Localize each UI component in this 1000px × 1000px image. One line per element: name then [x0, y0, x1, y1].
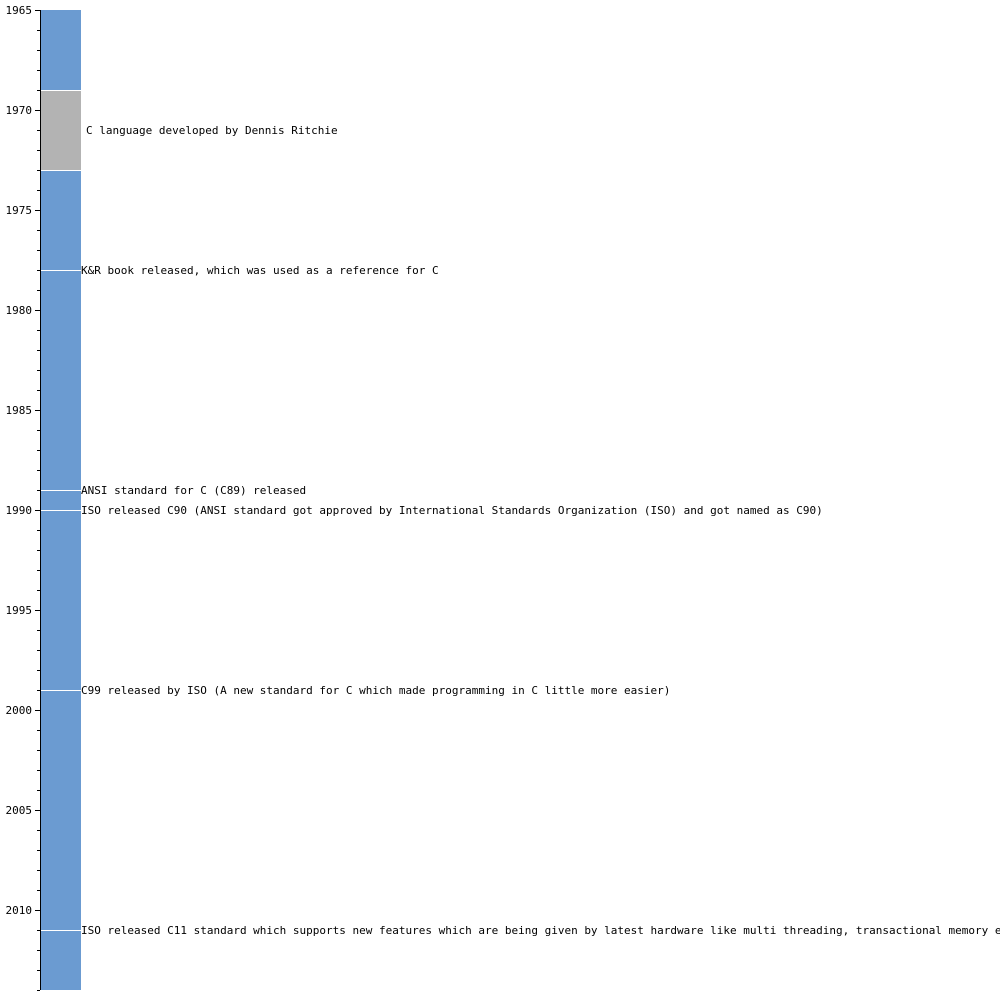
tick-label: 2010 [6, 904, 33, 917]
timeline-axis: 1965 1970 1975 1980 1985 1990 1995 2000 2005 2010 [6, 4, 41, 991]
period-block [41, 90, 81, 170]
tick-label: 1965 [6, 4, 33, 17]
tick-label: 1975 [6, 204, 33, 217]
tick-label: 1985 [6, 404, 33, 417]
event-label: ANSI standard for C (C89) released [81, 484, 306, 497]
timeline-labels: C language developed by Dennis Ritchie K&… [81, 124, 1000, 937]
event-label: C99 released by ISO (A new standard for … [81, 684, 670, 697]
tick-label: 2005 [6, 804, 33, 817]
tick-label: 1990 [6, 504, 33, 517]
event-label: ISO released C90 (ANSI standard got appr… [81, 504, 823, 517]
timeline-bar [41, 10, 81, 990]
tick-label: 2000 [6, 704, 33, 717]
event-label: ISO released C11 standard which supports… [81, 924, 1000, 937]
tick-label: 1980 [6, 304, 33, 317]
period-label: C language developed by Dennis Ritchie [86, 124, 338, 137]
tick-label: 1970 [6, 104, 33, 117]
timeline-bar-group [41, 10, 81, 990]
event-label: K&R book released, which was used as a r… [81, 264, 439, 277]
tick-label: 1995 [6, 604, 33, 617]
